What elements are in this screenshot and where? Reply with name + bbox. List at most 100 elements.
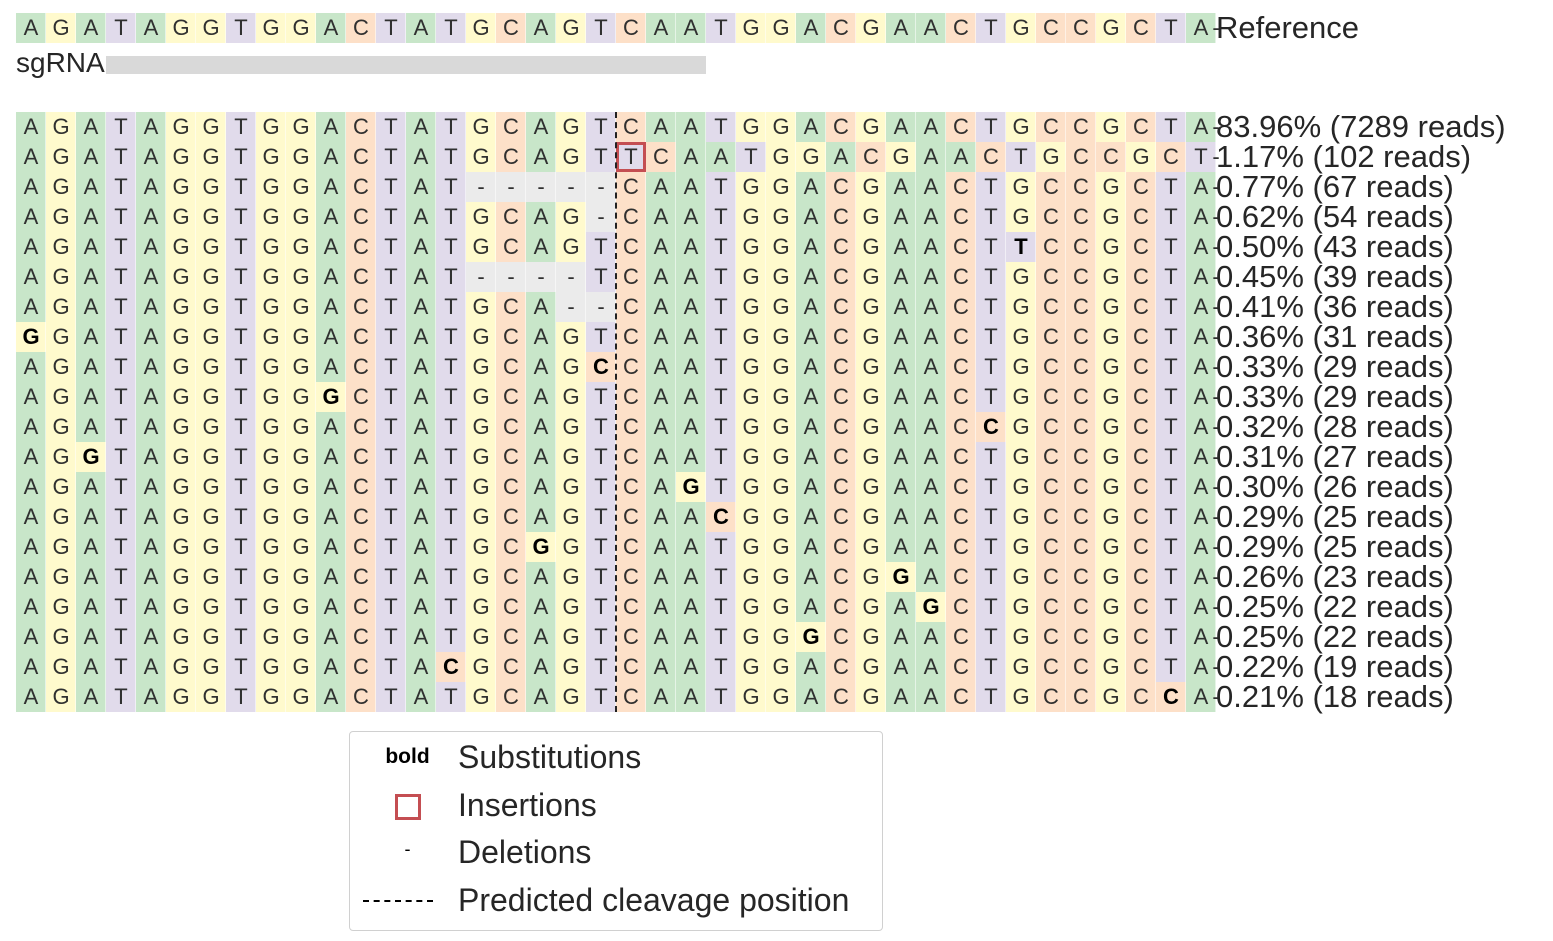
allele-19-base: T: [114, 654, 128, 679]
allele-17-base: A: [83, 594, 99, 619]
allele-4-base: G: [862, 204, 880, 229]
allele-2-cell: [166, 142, 196, 172]
allele-3-base: A: [653, 174, 669, 199]
allele-4-cell: [196, 202, 226, 232]
allele-20-base: G: [772, 684, 790, 709]
allele-16-base: G: [772, 564, 790, 589]
allele-4-base: C: [833, 204, 849, 229]
allele-8-base: C: [1133, 324, 1149, 349]
allele-18-base: C: [623, 624, 639, 649]
allele-13-base: G: [292, 474, 310, 499]
allele-18-base: A: [893, 624, 909, 649]
allele-12-base: T: [1164, 444, 1178, 469]
allele-7-base: T: [114, 294, 128, 319]
allele-9-base: G: [1102, 354, 1120, 379]
allele-12-base: G: [52, 444, 70, 469]
allele-1-base: A: [83, 114, 99, 139]
reference-cell: [946, 13, 976, 43]
allele-9-base: A: [683, 354, 699, 379]
allele-3-cell: [16, 172, 46, 202]
allele-6-base: C: [833, 264, 849, 289]
allele-18-base: G: [562, 624, 580, 649]
reference-base: G: [52, 15, 70, 40]
allele-12-base: C: [623, 444, 639, 469]
allele-11-base: A: [533, 414, 549, 439]
allele-14-base: A: [803, 504, 819, 529]
reference-cell: [736, 13, 766, 43]
allele-5-base: A: [533, 234, 549, 259]
allele-4-base: C: [1043, 204, 1059, 229]
allele-4-cell: [1186, 202, 1216, 232]
allele-1-base: A: [803, 114, 819, 139]
reference-base: T: [1164, 15, 1178, 40]
allele-4-base: A: [653, 204, 669, 229]
allele-17-base: A: [893, 594, 909, 619]
allele-3-cell: [196, 172, 226, 202]
allele-3-base: T: [984, 174, 998, 199]
allele-3-cell: [256, 172, 286, 202]
allele-4-base: C: [353, 204, 369, 229]
allele-14-base: C: [1073, 504, 1089, 529]
allele-5-cell: [166, 232, 196, 262]
allele-5-cell: [46, 232, 76, 262]
allele-17-base: G: [472, 594, 490, 619]
allele-4-cell: [1006, 202, 1036, 232]
allele-8-base: G: [52, 324, 70, 349]
allele-20-base: C: [623, 684, 639, 709]
allele-20-base: T: [114, 684, 128, 709]
allele-19-base: G: [772, 654, 790, 679]
allele-9-base: G: [562, 354, 580, 379]
allele-2-cell: [1126, 142, 1156, 172]
allele-13-base: A: [803, 474, 819, 499]
allele-label: 0.41% (36 reads): [1216, 289, 1454, 324]
allele-18-base: T: [384, 624, 398, 649]
allele-3-cell: [1096, 172, 1126, 202]
allele-5-base: C: [833, 234, 849, 259]
allele-14-base: T: [114, 504, 128, 529]
allele-13-base: C: [503, 474, 519, 499]
allele-3-base: G: [202, 174, 220, 199]
allele-17-base: G: [742, 594, 760, 619]
allele-15-base: G: [172, 534, 190, 559]
allele-3-base: A: [923, 174, 939, 199]
allele-11-base: A: [413, 414, 429, 439]
legend-deletions: - Deletions: [350, 832, 884, 872]
allele-3-cell: [556, 172, 586, 202]
allele-3-cell: [1006, 172, 1036, 202]
allele-14-base: T: [984, 504, 998, 529]
allele-2-cell: [1036, 142, 1066, 172]
allele-5-base: G: [262, 234, 280, 259]
allele-2-cell: [826, 142, 856, 172]
allele-18-base: C: [503, 624, 519, 649]
allele-11-base: A: [683, 414, 699, 439]
allele-1-cell: [286, 112, 316, 142]
allele-2-base: T: [1014, 144, 1028, 169]
allele-1-base: G: [862, 114, 880, 139]
allele-6-base: G: [742, 264, 760, 289]
allele-15-base: C: [1043, 534, 1059, 559]
allele-2-cell: [526, 142, 556, 172]
allele-16-base: G: [1012, 564, 1030, 589]
allele-19-base: T: [984, 654, 998, 679]
allele-6-base: A: [683, 264, 699, 289]
allele-1-base: C: [353, 114, 369, 139]
allele-14-base: A: [323, 504, 339, 529]
allele-4-base: G: [772, 204, 790, 229]
allele-5-cell: [76, 232, 106, 262]
allele-7-base: -: [567, 294, 575, 319]
allele-4-base: T: [1164, 204, 1178, 229]
allele-1-base: A: [653, 114, 669, 139]
allele-2-base: G: [772, 144, 790, 169]
allele-5-base: G: [472, 234, 490, 259]
reference-base: A: [533, 15, 549, 40]
allele-7-base: C: [353, 294, 369, 319]
allele-3-cell: [586, 172, 616, 202]
allele-1-base: C: [1073, 114, 1089, 139]
allele-8-base: T: [384, 324, 398, 349]
sgrna-bar: [106, 56, 706, 74]
allele-3-base: C: [1133, 174, 1149, 199]
reference-cell: [76, 13, 106, 43]
allele-12-base: T: [594, 444, 608, 469]
reference-base: C: [953, 15, 969, 40]
allele-10-base: A: [413, 384, 429, 409]
